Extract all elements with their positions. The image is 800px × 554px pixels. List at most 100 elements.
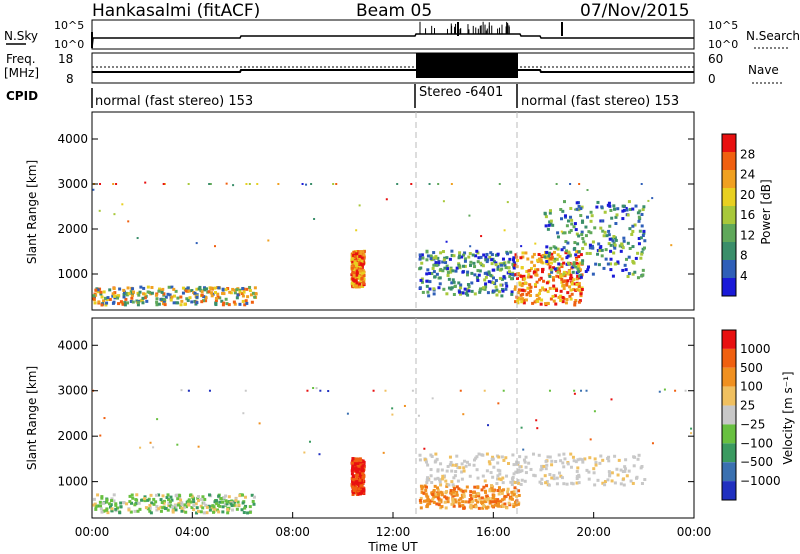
data-cell [559, 459, 563, 463]
data-cell [575, 232, 579, 236]
data-cell [444, 479, 448, 483]
data-cell [112, 493, 116, 497]
data-cell [490, 484, 494, 488]
data-cell [211, 292, 215, 296]
data-cell [501, 289, 505, 293]
velocity-x-ticks: 00:00 04:00 08:00 12:00 16:00 20:00 00:00 [75, 512, 711, 539]
data-cell [154, 500, 158, 504]
data-cell [162, 299, 166, 303]
data-cell [174, 508, 178, 512]
data-cell [359, 252, 363, 256]
data-cell [439, 462, 443, 466]
data-cell [556, 235, 560, 239]
data-cell [187, 289, 191, 293]
data-cell [552, 286, 556, 290]
data-cell [520, 426, 523, 429]
data-cell [490, 262, 494, 266]
data-cell [253, 295, 257, 299]
data-cell [524, 471, 528, 475]
data-cell [167, 498, 171, 502]
data-cell [583, 457, 587, 461]
data-cell [453, 498, 457, 502]
data-cell [456, 479, 460, 483]
data-cell [513, 287, 517, 291]
data-cell [434, 459, 438, 463]
data-cell [564, 251, 568, 255]
data-cell [589, 438, 592, 441]
data-cell [600, 219, 604, 223]
data-cell [168, 293, 172, 297]
data-cell [221, 291, 225, 295]
data-cell [358, 463, 362, 467]
data-cell [461, 504, 465, 508]
data-cell [163, 303, 167, 307]
data-cell [141, 301, 145, 305]
data-cell [593, 226, 597, 230]
data-cell [450, 281, 454, 285]
data-cell [183, 302, 187, 306]
data-cell [639, 236, 643, 240]
data-cell [452, 492, 456, 496]
data-cell [458, 292, 462, 296]
data-cell [502, 389, 505, 392]
data-cell [452, 504, 456, 508]
data-cell [527, 291, 531, 295]
data-cell [353, 259, 357, 263]
data-cell [233, 291, 237, 295]
data-cell [205, 511, 209, 515]
data-cell [420, 253, 424, 257]
data-cell [101, 299, 105, 303]
data-cell [148, 290, 152, 294]
data-cell [540, 260, 544, 264]
power-colorbar-label: Power [dB] [759, 179, 773, 244]
data-cell [690, 427, 693, 430]
data-cell [216, 508, 220, 512]
data-cell [479, 255, 483, 259]
data-cell [616, 260, 620, 264]
data-cell [469, 263, 473, 267]
data-cell [544, 215, 548, 219]
data-cell [511, 258, 515, 262]
data-cell [308, 440, 311, 443]
data-cell [179, 498, 183, 502]
data-cell [157, 493, 161, 497]
data-cell [213, 291, 217, 295]
data-cell [110, 499, 114, 503]
data-cell [235, 507, 239, 511]
data-cell [446, 273, 450, 277]
data-cell [588, 456, 592, 460]
data-cell [426, 463, 430, 467]
data-cell [627, 200, 631, 204]
data-cell [240, 508, 244, 512]
data-cell [534, 273, 538, 277]
data-cell [637, 242, 641, 246]
data-cell [359, 267, 363, 271]
colorbar-swatch [722, 152, 736, 170]
data-cell [560, 217, 564, 221]
y-tick-label: 2000 [57, 222, 88, 236]
data-cell [548, 286, 552, 290]
data-cell [616, 473, 620, 477]
data-cell [490, 253, 494, 257]
data-cell [457, 281, 461, 285]
data-cell [94, 507, 98, 511]
data-cell [419, 266, 423, 270]
data-cell [521, 251, 525, 255]
data-cell [162, 501, 166, 505]
data-cell [131, 496, 135, 500]
data-cell [526, 275, 530, 279]
data-cell [552, 250, 556, 254]
y-tick-label: 3000 [57, 177, 88, 191]
colorbar-tick-label: 500 [740, 361, 763, 375]
data-cell [569, 206, 573, 210]
data-cell [362, 281, 366, 285]
data-cell [506, 201, 509, 204]
colorbar-swatch [722, 481, 736, 500]
data-cell [487, 497, 491, 501]
data-cell [166, 493, 170, 497]
data-cell [356, 250, 360, 254]
data-cell [574, 208, 577, 211]
data-cell [522, 298, 526, 302]
data-cell [560, 277, 564, 281]
